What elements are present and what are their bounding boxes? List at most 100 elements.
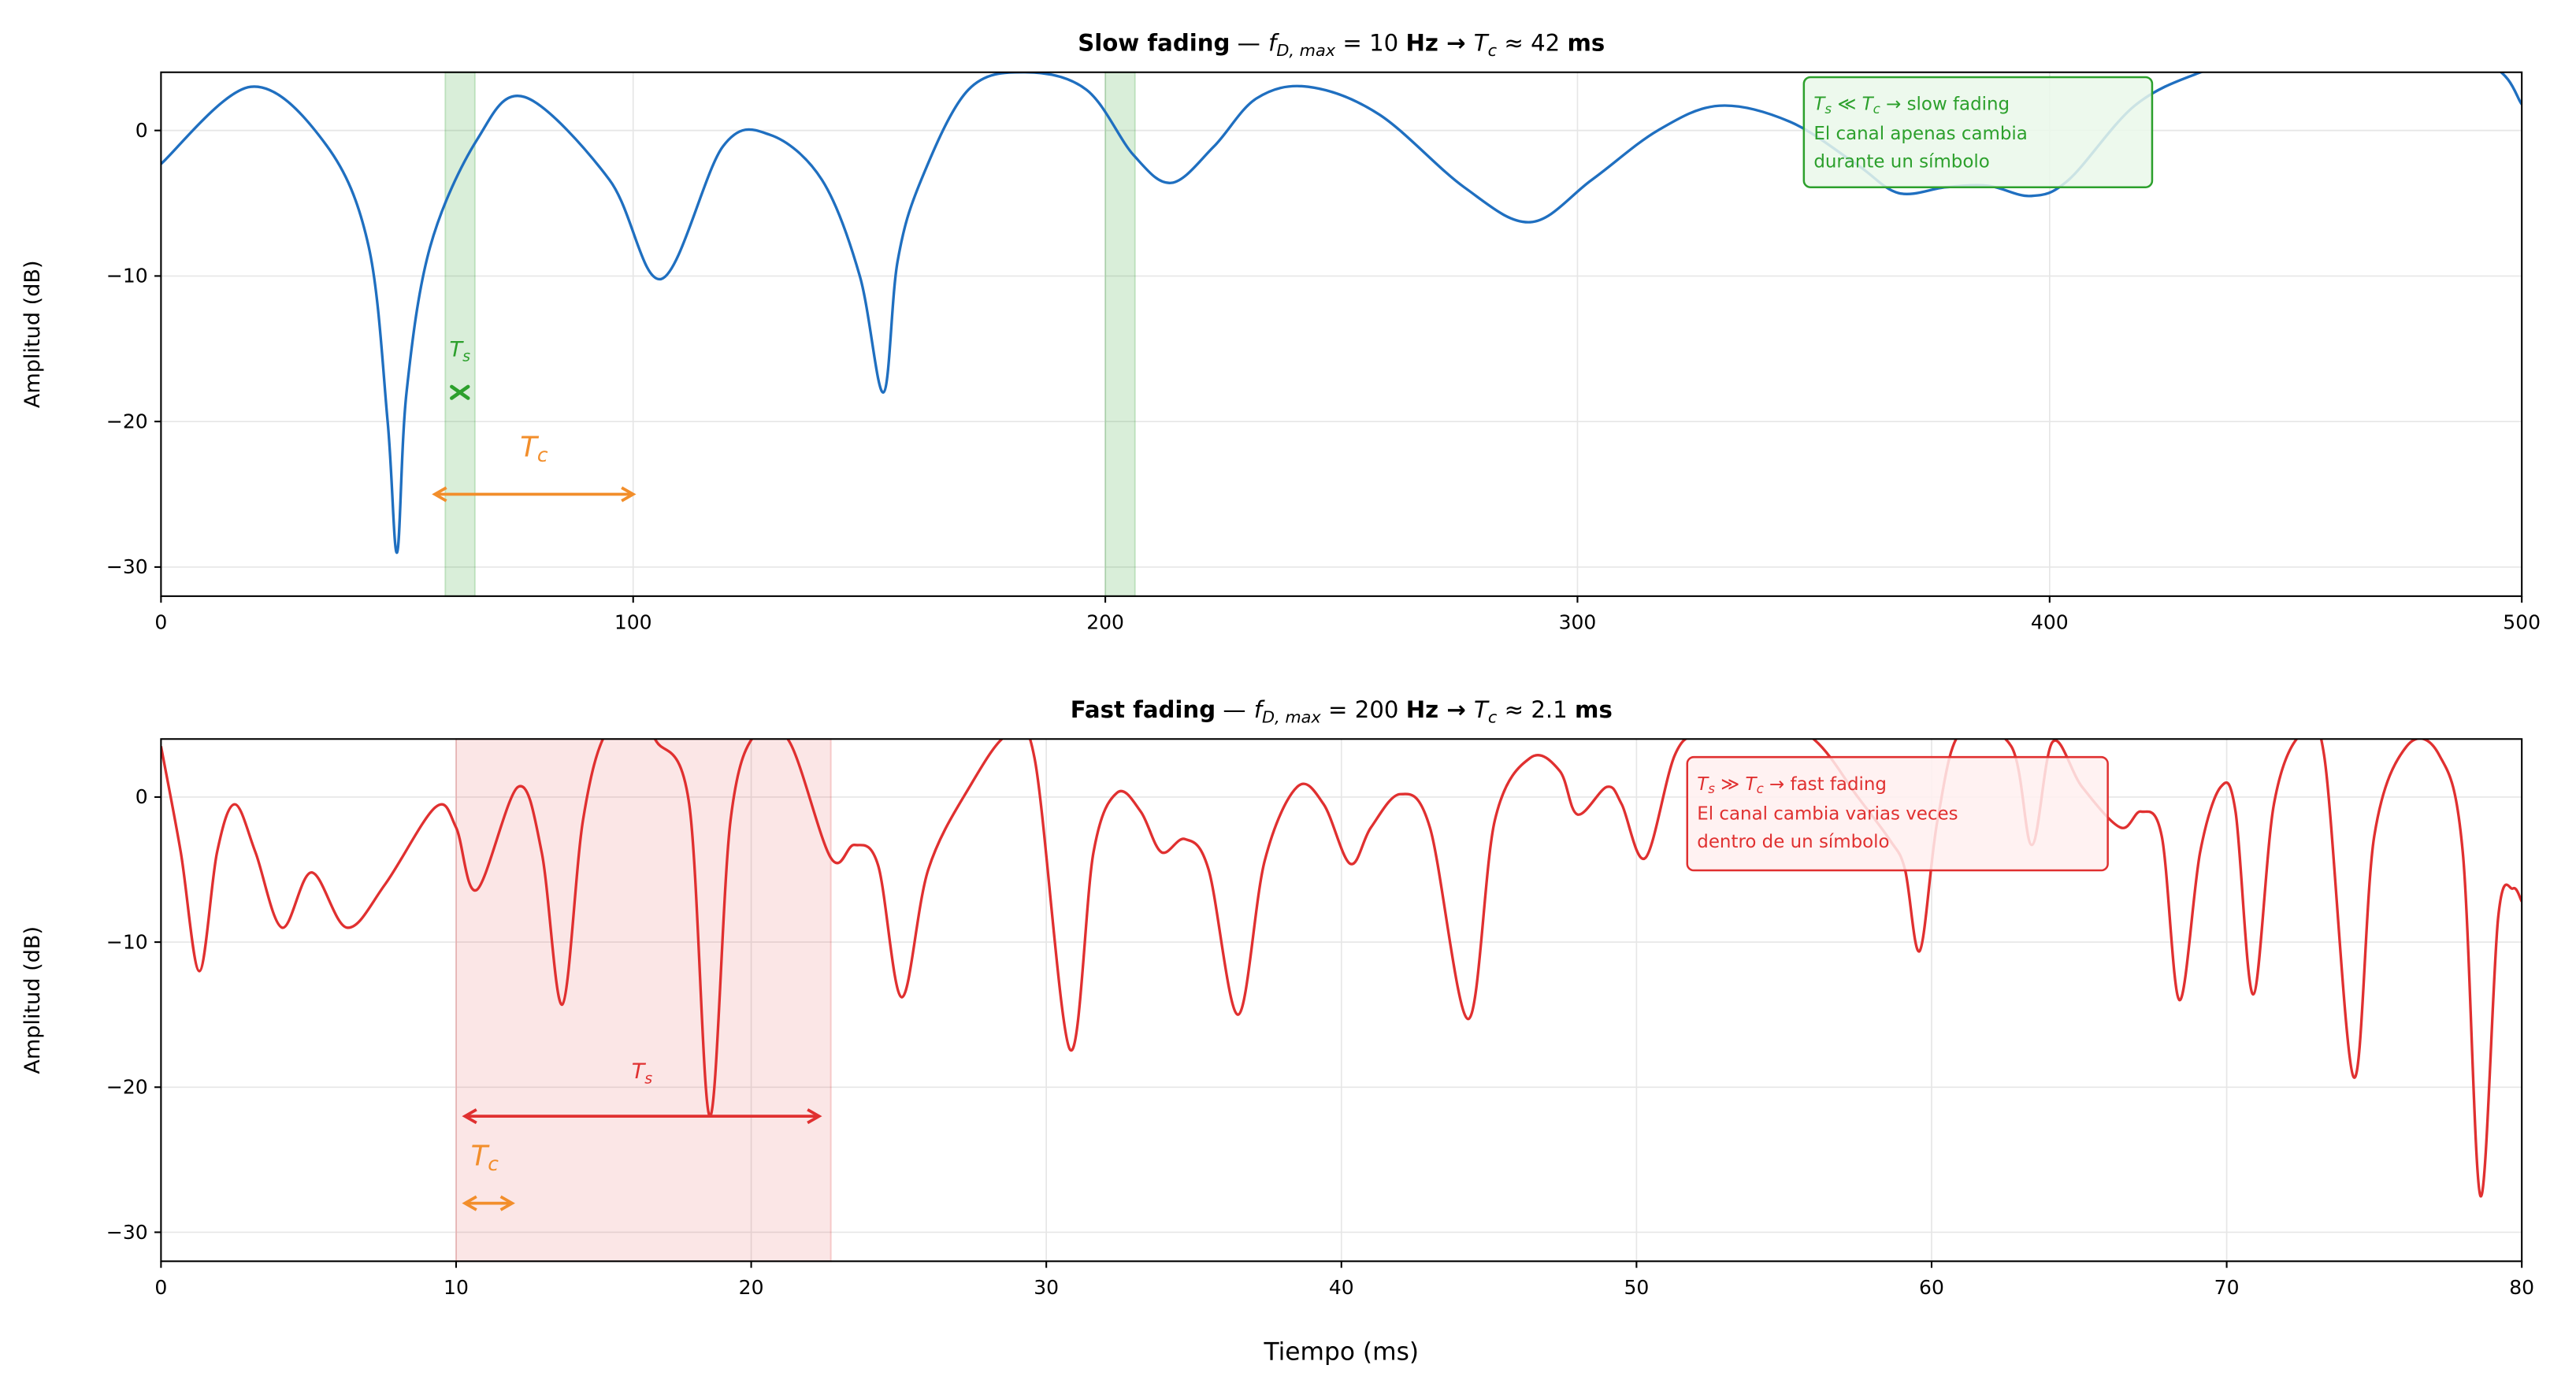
text-span	[1466, 30, 1474, 57]
text-span: →	[1446, 696, 1465, 723]
text-span	[1466, 696, 1474, 723]
text-span: Hz	[1406, 30, 1438, 57]
y-tick-label: 0	[135, 785, 148, 808]
annotation-line-3: durante un símbolo	[1813, 152, 1989, 172]
text-span: T	[520, 432, 539, 464]
text-span: →	[1446, 30, 1465, 57]
tc-arrow-head-right	[621, 486, 637, 503]
text-span: ms	[1575, 696, 1613, 723]
chart-title: Slow fading — fD, max = 10 Hz → Tc ≈ 42 …	[1078, 30, 1605, 60]
text-span: T	[632, 1059, 647, 1084]
text-span: c	[1873, 102, 1880, 117]
text-span: D, max	[1262, 707, 1321, 726]
text-span: s	[1708, 781, 1715, 796]
text-span	[1230, 30, 1237, 57]
annotation-box: Ts ≫ Tc → fast fading El canal cambia var…	[1686, 755, 2109, 872]
x-tick-label: 100	[614, 611, 652, 634]
text-span: ≈ 42	[1497, 30, 1567, 57]
y-tick-label: −10	[106, 930, 148, 953]
y-tick-label: −30	[106, 1221, 148, 1244]
chart-title: Fast fading — fD, max = 200 Hz → Tc ≈ 2.…	[1071, 696, 1613, 726]
text-span: s	[462, 348, 470, 365]
x-tick-label: 0	[154, 1276, 167, 1299]
text-span: ≫	[1715, 774, 1746, 795]
x-tick-label: 300	[1559, 611, 1597, 634]
text-span: T	[1813, 95, 1826, 115]
y-axis-label: Amplitud (dB)	[20, 926, 45, 1074]
text-span: ms	[1568, 30, 1605, 57]
text-span: T	[450, 337, 465, 362]
ts-arrow-head-left	[462, 1108, 477, 1125]
annotation-box: Ts ≪ Tc → slow fading El canal apenas cam…	[1802, 76, 2154, 188]
y-tick-label: −30	[106, 555, 148, 578]
text-span: ≪	[1832, 95, 1862, 115]
text-span: Hz	[1406, 696, 1438, 723]
y-tick-label: −10	[106, 265, 148, 287]
x-tick-label: 10	[444, 1276, 469, 1299]
annotation-line-1: Ts ≫ Tc → fast fading	[1697, 774, 1887, 796]
x-tick-label: 200	[1086, 611, 1124, 634]
x-tick-label: 500	[2503, 611, 2541, 634]
ts-label: Ts	[632, 1059, 653, 1087]
x-tick-label: 80	[2509, 1276, 2534, 1299]
text-span: = 10	[1335, 30, 1405, 57]
text-span: → fast fading	[1764, 774, 1887, 795]
annotation-frame	[1802, 76, 2154, 188]
y-axis-label: Amplitud (dB)	[20, 260, 45, 408]
annotation-line-3: dentro de un símbolo	[1697, 832, 1889, 852]
symbol-period-span	[455, 738, 832, 1263]
x-axis-label: Tiempo (ms)	[1263, 1337, 1419, 1366]
annotation-line-2: El canal apenas cambia	[1813, 124, 2027, 144]
text-span: T	[1697, 774, 1709, 795]
text-span: —	[1223, 696, 1245, 723]
text-span	[1260, 30, 1268, 57]
x-tick-label: 400	[2031, 611, 2069, 634]
text-span: c	[1488, 41, 1498, 60]
ts-marker	[450, 384, 470, 400]
x-tick-label: 30	[1034, 1276, 1059, 1299]
text-span: s	[644, 1070, 652, 1087]
text-span: c	[1757, 781, 1764, 796]
text-span: c	[488, 1152, 499, 1175]
text-span: → slow fading	[1880, 95, 2010, 115]
x-tick-label: 20	[739, 1276, 764, 1299]
text-span	[1216, 696, 1223, 723]
x-tick-label: 40	[1329, 1276, 1354, 1299]
text-span: T	[1746, 774, 1758, 795]
text-span: T	[471, 1141, 490, 1173]
text-span: T	[1862, 95, 1875, 115]
tc-label: Tc	[520, 432, 548, 466]
x-tick-label: 60	[1919, 1276, 1944, 1299]
y-tick-label: −20	[106, 410, 148, 432]
amplitude-curve	[161, 739, 2522, 1198]
text-span: = 200	[1321, 696, 1406, 723]
text-span: T	[1474, 30, 1490, 57]
text-span: Fast fading	[1071, 696, 1216, 723]
annotation-line-1: Ts ≪ Tc → slow fading	[1813, 95, 2010, 117]
text-span: —	[1238, 30, 1260, 57]
ts-label: Ts	[450, 337, 471, 365]
text-span: c	[1488, 707, 1498, 726]
text-span: c	[537, 443, 548, 466]
x-tick-label: 0	[154, 611, 167, 634]
tc-arrow-head-right	[499, 1195, 515, 1211]
text-span: D, max	[1276, 41, 1335, 60]
text-span: ≈ 2.1	[1497, 696, 1575, 723]
text-span	[1438, 30, 1446, 57]
x-tick-label: 50	[1624, 1276, 1649, 1299]
y-tick-label: −20	[106, 1076, 148, 1099]
annotation-frame	[1686, 755, 2109, 872]
text-span: T	[1474, 696, 1490, 723]
text-span: s	[1824, 102, 1832, 117]
amplitude-curve	[161, 72, 2522, 555]
annotation-line-2: El canal cambia varias veces	[1697, 803, 1958, 824]
text-span	[1438, 696, 1446, 723]
tc-arrow-head-left	[432, 486, 447, 503]
axes-frame	[160, 71, 2523, 597]
tc-arrow-head-left	[462, 1195, 477, 1211]
x-tick-label: 70	[2214, 1276, 2240, 1299]
text-span	[1246, 696, 1254, 723]
